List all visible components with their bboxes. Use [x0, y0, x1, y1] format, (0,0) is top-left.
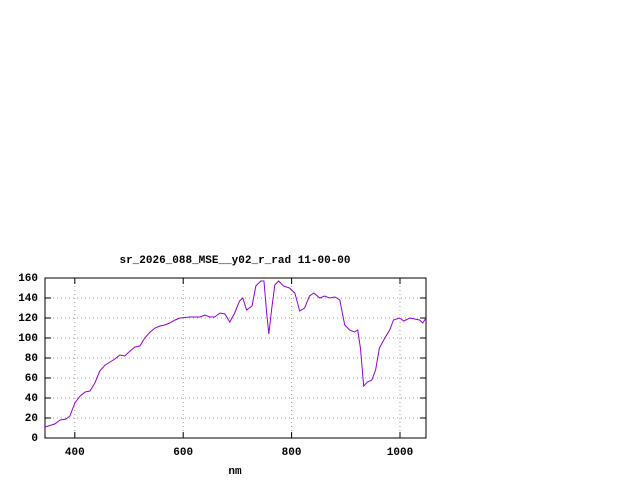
chart-title: sr_2026_088_MSE__y02_r_rad 11-00-00 [119, 255, 350, 267]
x-tick-label: 1000 [387, 447, 413, 459]
plot-frame [44, 277, 427, 439]
x-tick-label: 600 [173, 447, 193, 459]
x-tick-label: 400 [65, 447, 85, 459]
y-tick-label: 60 [25, 373, 38, 385]
data-line [44, 280, 427, 428]
x-tick-label: 800 [282, 447, 302, 459]
y-tick-label: 0 [31, 433, 38, 445]
x-axis-label: nm [228, 466, 242, 478]
y-tick-label: 140 [18, 293, 38, 305]
y-tick-label: 160 [18, 273, 38, 285]
y-tick-label: 80 [25, 353, 38, 365]
y-tick-label: 40 [25, 393, 38, 405]
y-tick-label: 120 [18, 313, 38, 325]
y-tick-label: 100 [18, 333, 38, 345]
y-tick-label: 20 [25, 413, 38, 425]
